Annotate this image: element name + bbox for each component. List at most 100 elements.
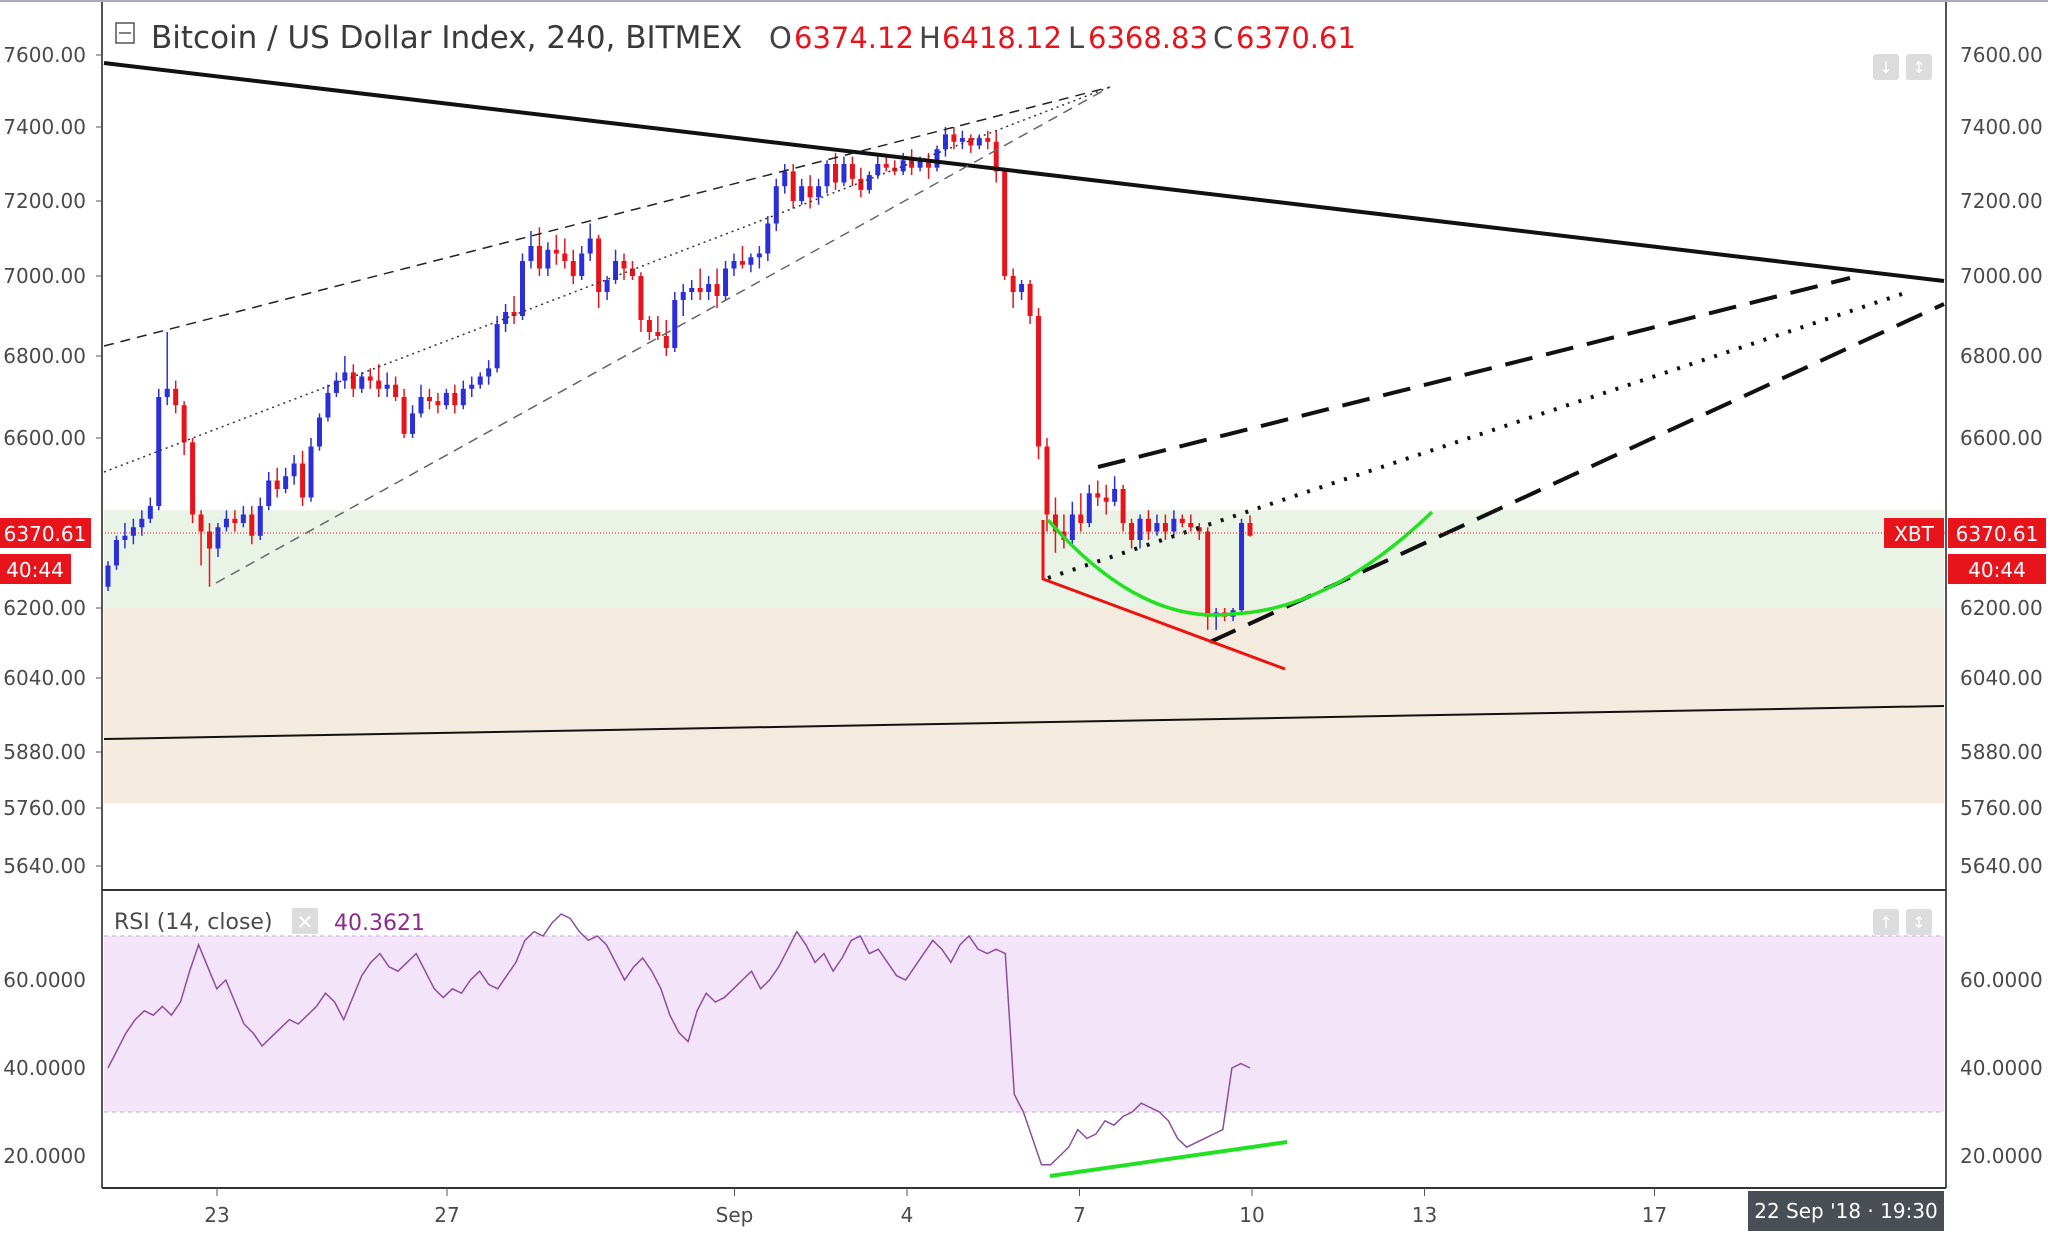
candle-body	[1086, 493, 1092, 523]
candle-body	[1052, 514, 1058, 532]
candle-body	[401, 397, 407, 434]
candle	[790, 164, 796, 209]
candle-body	[1002, 171, 1008, 276]
candle-body	[418, 397, 424, 414]
candle-body	[122, 535, 128, 540]
candle-body	[926, 160, 932, 168]
candle-body	[1120, 489, 1126, 523]
candle	[1052, 497, 1058, 553]
price-tick-label-right: 7200.00	[1960, 189, 2043, 213]
right-price-value: 6370.61	[1956, 522, 2039, 546]
candle-body	[274, 480, 280, 489]
candle	[1137, 514, 1143, 549]
candle	[520, 253, 526, 320]
candle	[587, 223, 593, 261]
candle-body	[181, 405, 187, 443]
candle	[452, 384, 458, 414]
candle	[545, 242, 551, 276]
candle-body	[308, 446, 314, 498]
rsi-tick-label-right: 20.0000	[1960, 1144, 2043, 1168]
candle-body	[621, 261, 627, 269]
candle	[706, 276, 712, 300]
candle-body	[452, 392, 458, 406]
price-tick-label-left: 7600.00	[3, 43, 86, 67]
price-tick-label-left: 7400.00	[3, 115, 86, 139]
price-tick-label-left: 6200.00	[3, 596, 86, 620]
candle	[469, 376, 475, 397]
candle-body	[190, 442, 196, 515]
candle	[1171, 510, 1177, 536]
rsi-current-value: 40.3621	[334, 911, 425, 936]
candle-body	[1247, 523, 1253, 536]
candle	[959, 130, 965, 150]
candle-body	[951, 134, 957, 142]
candle-body	[223, 518, 229, 528]
candle-body	[773, 186, 779, 224]
candle	[646, 316, 652, 340]
maximize-pane-button[interactable]	[1906, 54, 1932, 80]
candle	[1239, 518, 1245, 613]
candle	[223, 510, 229, 532]
candle-body	[443, 392, 449, 406]
arrow-down-icon: ↓	[1879, 58, 1892, 77]
candle-body	[1137, 518, 1143, 540]
candle-body	[528, 246, 534, 261]
candle-body	[147, 506, 153, 519]
candle	[1205, 527, 1211, 630]
candle-body	[460, 388, 466, 406]
price-tick-label-left: 5640.00	[3, 854, 86, 878]
candle	[1095, 480, 1101, 506]
price-tick-label-right: 6200.00	[1960, 596, 2043, 620]
candle-body	[333, 380, 339, 393]
price-tick-label-right: 6040.00	[1960, 666, 2043, 690]
crosshair-date: 22 Sep '18 · 19:30	[1748, 1191, 1944, 1231]
candle	[1188, 514, 1194, 532]
candle	[1027, 280, 1033, 324]
candle	[841, 156, 847, 187]
candle	[105, 561, 111, 591]
candle-body	[596, 238, 602, 292]
candle	[376, 364, 382, 397]
candle	[714, 268, 720, 308]
candle	[528, 231, 534, 269]
candle-body	[376, 380, 382, 389]
candle	[333, 372, 339, 397]
maximize-rsi-button[interactable]	[1906, 909, 1932, 935]
price-tick-label-left: 5760.00	[3, 796, 86, 820]
candle	[1162, 514, 1168, 540]
price-divergence-line	[1041, 520, 1286, 671]
rsi-remove-button[interactable]	[292, 908, 318, 934]
candle	[1002, 167, 1008, 280]
candle	[1247, 515, 1253, 537]
candle	[511, 296, 517, 324]
move-up-button[interactable]	[1873, 909, 1899, 935]
expand-rsi-icon: ↕	[1912, 913, 1925, 932]
support-zone-tan	[104, 608, 1944, 804]
close-label: C	[1213, 21, 1233, 55]
candle-body	[545, 249, 551, 269]
candle-body	[1019, 284, 1025, 292]
drawings-layer	[102, 61, 1946, 1178]
candle-body	[426, 397, 432, 402]
channel-median-line	[1047, 290, 1909, 580]
low-value: 6368.83	[1088, 21, 1208, 55]
left-countdown-tag	[0, 554, 71, 584]
candle-body	[739, 261, 745, 265]
candle-body	[714, 284, 720, 296]
symbol-tag	[1884, 518, 1944, 548]
candle	[621, 253, 627, 280]
rsi-tick-label-right: 40.0000	[1960, 1056, 2043, 1080]
candle-body	[883, 164, 889, 168]
collapse-icon[interactable]	[115, 22, 135, 44]
candle-body	[1095, 493, 1101, 498]
candle	[1044, 438, 1050, 532]
move-down-button[interactable]	[1873, 54, 1899, 80]
price-tick-label-left: 6800.00	[3, 344, 86, 368]
candle	[663, 320, 669, 356]
candle-body	[655, 332, 661, 336]
candle-body	[156, 397, 162, 506]
candle	[139, 510, 145, 536]
candle	[435, 392, 441, 414]
candle-body	[849, 164, 855, 179]
